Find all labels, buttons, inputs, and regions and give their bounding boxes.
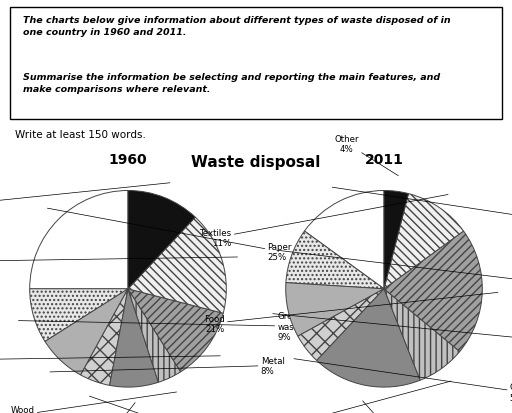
Text: The charts below give information about different types of waste disposed of in
: The charts below give information about … bbox=[23, 16, 450, 37]
Wedge shape bbox=[128, 218, 226, 313]
Text: Plastic
8%: Plastic 8% bbox=[96, 403, 135, 413]
Wedge shape bbox=[286, 231, 384, 289]
Wedge shape bbox=[286, 283, 384, 336]
Text: Food
21%: Food 21% bbox=[204, 293, 498, 333]
Text: Glass
5%: Glass 5% bbox=[90, 396, 194, 413]
Wedge shape bbox=[128, 191, 195, 289]
Text: Other
4%: Other 4% bbox=[334, 134, 398, 176]
Text: Summarise the information be selecting and reporting the main features, and
make: Summarise the information be selecting a… bbox=[23, 73, 440, 94]
Wedge shape bbox=[305, 191, 384, 289]
Wedge shape bbox=[317, 289, 420, 387]
Text: Glass
5%: Glass 5% bbox=[294, 359, 512, 402]
Wedge shape bbox=[384, 231, 482, 351]
Text: Food
12%: Food 12% bbox=[0, 350, 220, 369]
Wedge shape bbox=[384, 191, 409, 289]
Text: Green
waste
9%: Green waste 9% bbox=[18, 311, 304, 341]
Text: Green
waste
9%: Green waste 9% bbox=[276, 251, 512, 299]
Wedge shape bbox=[81, 289, 128, 385]
Wedge shape bbox=[298, 289, 384, 361]
Text: Other
12%: Other 12% bbox=[0, 183, 170, 212]
Wedge shape bbox=[30, 289, 128, 342]
Wedge shape bbox=[384, 194, 463, 289]
Text: Plastic
18%: Plastic 18% bbox=[362, 401, 410, 413]
Wedge shape bbox=[384, 289, 460, 380]
Text: Metal
8%: Metal 8% bbox=[50, 356, 285, 375]
Text: Paper
15%: Paper 15% bbox=[332, 188, 512, 228]
Wedge shape bbox=[30, 191, 128, 289]
Text: Write at least 150 words.: Write at least 150 words. bbox=[15, 130, 146, 140]
Text: Wood
4%: Wood 4% bbox=[11, 392, 177, 413]
Title: 1960: 1960 bbox=[109, 152, 147, 166]
Wedge shape bbox=[128, 289, 181, 382]
Wedge shape bbox=[128, 289, 223, 372]
Text: Textiles
17%: Textiles 17% bbox=[0, 252, 238, 271]
Wedge shape bbox=[45, 289, 128, 375]
Text: Paper
25%: Paper 25% bbox=[48, 209, 292, 261]
Text: Metal
9%: Metal 9% bbox=[273, 314, 512, 350]
Text: Wood
8%: Wood 8% bbox=[279, 381, 451, 413]
Wedge shape bbox=[110, 289, 158, 387]
Text: Textiles
11%: Textiles 11% bbox=[200, 195, 448, 248]
Title: 2011: 2011 bbox=[365, 152, 403, 166]
Text: Waste disposal: Waste disposal bbox=[191, 154, 321, 170]
